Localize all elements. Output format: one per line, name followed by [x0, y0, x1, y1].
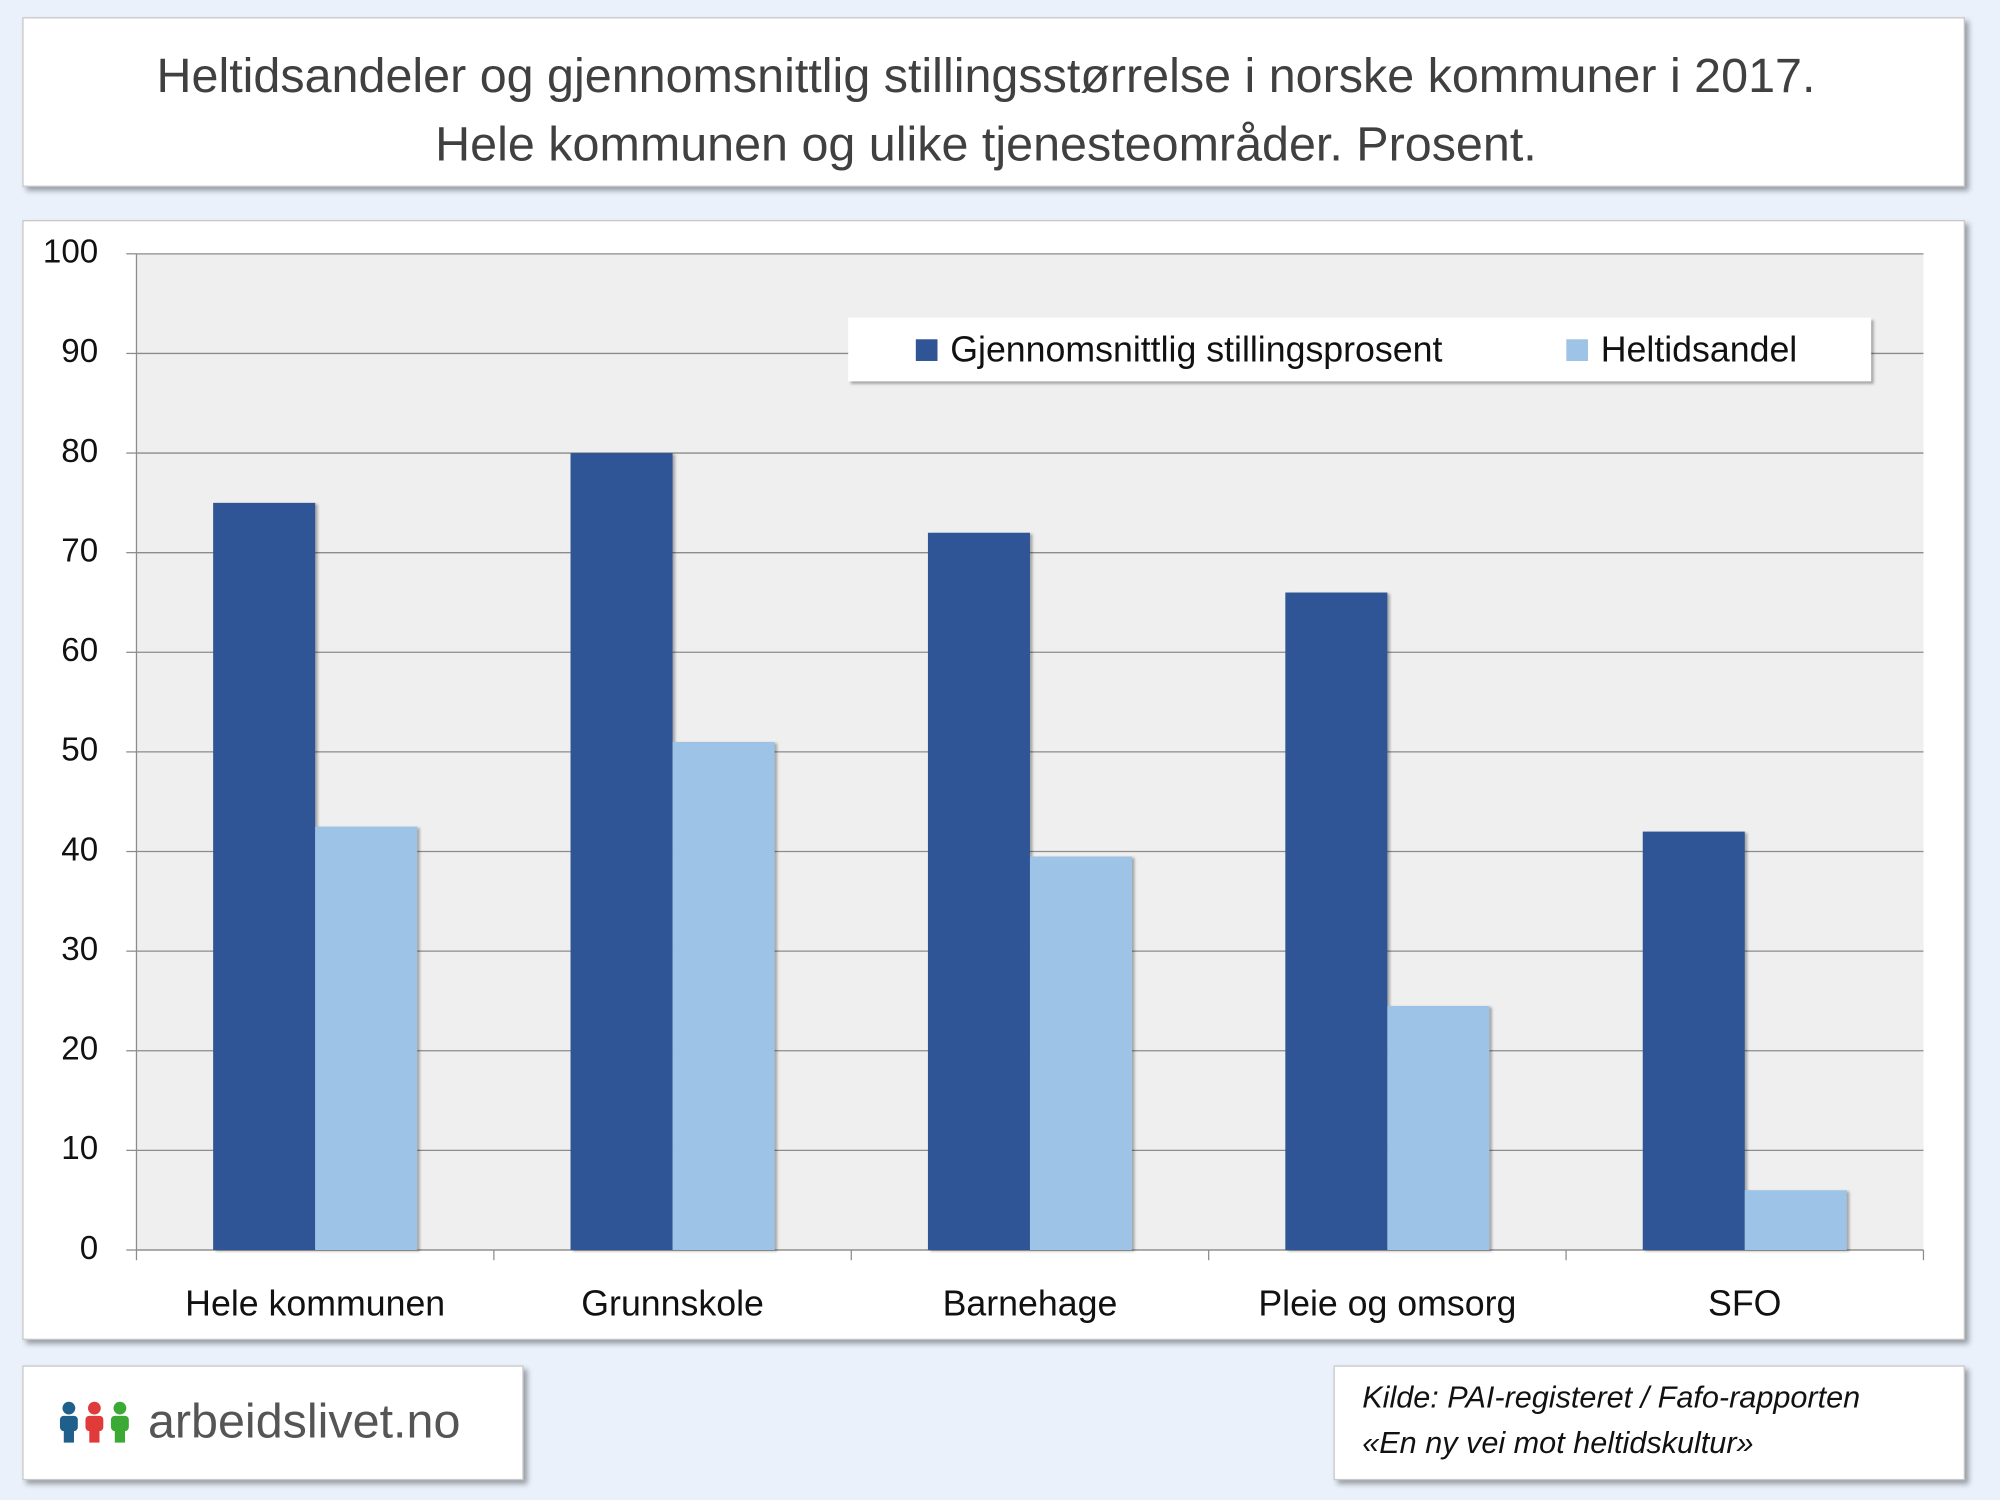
bar [1642, 831, 1745, 1250]
bar [1029, 856, 1133, 1250]
y-tick-label: 70 [61, 532, 98, 569]
source-text: Kilde: PAI-registeret / Fafo-rapporten [1362, 1380, 1860, 1414]
logo-box [22, 1365, 524, 1481]
bar [1285, 592, 1388, 1250]
y-tick-label: 20 [61, 1031, 98, 1068]
y-tick-label: 0 [80, 1230, 98, 1267]
logo-text: arbeidslivet.no [148, 1395, 460, 1449]
x-tick-label: Barnehage [943, 1284, 1118, 1324]
chart-title: Heltidsandeler og gjennomsnittlig stilli… [157, 49, 1816, 103]
y-tick-label: 60 [61, 632, 98, 669]
x-tick-label: Hele kommunen [185, 1284, 445, 1324]
plot: 0 10 20 30 40 50 60 70 80 90 100 Hele kommunen Grunn… [43, 234, 1925, 1324]
legend-label: Gjennomsnittlig stillingsprosent [950, 329, 1442, 369]
y-tick-label: 40 [61, 831, 98, 868]
bar [213, 502, 316, 1251]
y-tick-label: 100 [43, 234, 98, 271]
x-tick-label: SFO [1708, 1284, 1781, 1324]
bar [672, 741, 775, 1250]
bar [1744, 1190, 1847, 1250]
y-tick-label: 50 [61, 732, 98, 769]
y-tick-label: 80 [61, 433, 98, 470]
bar [570, 453, 673, 1250]
legend-swatch [1566, 339, 1589, 361]
bar [1387, 1005, 1490, 1250]
y-tick-label: 30 [61, 931, 98, 968]
legend-label: Heltidsandel [1601, 329, 1798, 369]
bar [315, 826, 418, 1250]
legend-swatch [915, 339, 938, 361]
logo-icon [59, 1401, 129, 1443]
x-tick-label: Grunnskole [581, 1284, 764, 1324]
source-box [1333, 1365, 1965, 1481]
y-tick-label: 10 [61, 1130, 98, 1167]
y-tick-label: 90 [61, 333, 98, 370]
x-tick-label: Pleie og omsorg [1258, 1284, 1516, 1324]
legend-box [848, 317, 1872, 382]
bar [927, 532, 1030, 1250]
source-text: «En ny vei mot heltidskultur» [1362, 1426, 1753, 1460]
chart-title: Hele kommunen og ulike tjenesteområder. … [435, 118, 1537, 172]
title-box [22, 17, 1965, 187]
